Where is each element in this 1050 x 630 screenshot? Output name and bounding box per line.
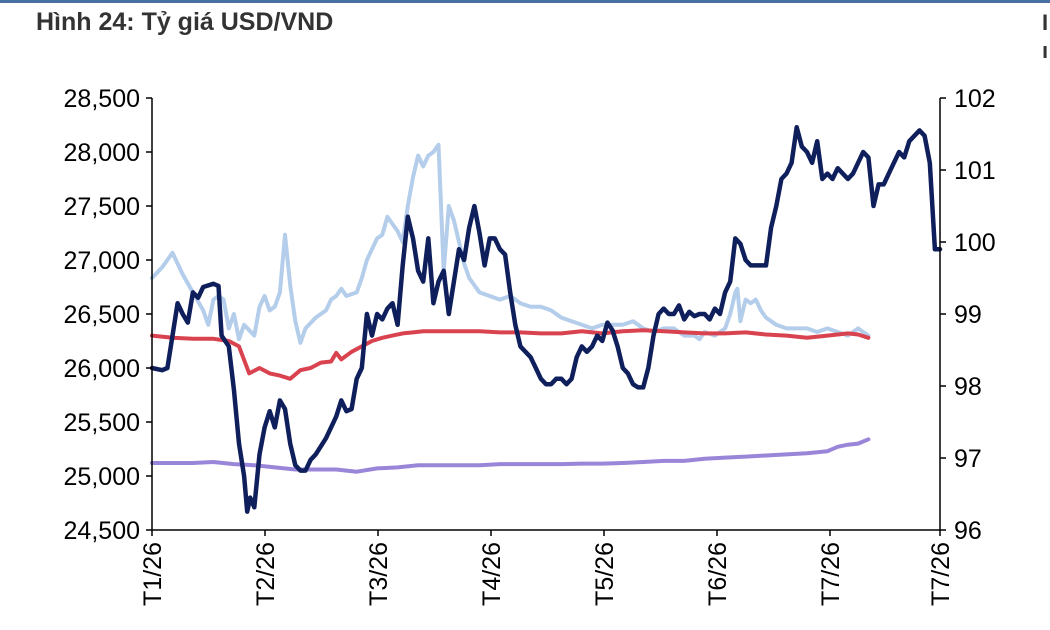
edge-text-fragment-2: ı bbox=[1042, 38, 1049, 63]
y-left-tick-label: 24,500 bbox=[64, 517, 140, 545]
y-right-tick-label: 101 bbox=[954, 157, 996, 185]
y-right-tick-label: 98 bbox=[954, 373, 982, 401]
y-right-tick-label: 96 bbox=[954, 517, 982, 545]
series-line-2 bbox=[150, 328, 871, 381]
x-tick-label: T7/26 bbox=[817, 542, 845, 606]
y-right-tick-label: 97 bbox=[954, 445, 982, 473]
x-tick-label: T2/26 bbox=[252, 542, 280, 606]
chart-title: Hình 24: Tỷ giá USD/VND bbox=[36, 8, 334, 36]
x-tick-label: T7/26 bbox=[927, 542, 955, 606]
axes-layer: 24,500 25,000 25,500 26,000 26,500 27,000 27,5… bbox=[64, 85, 996, 606]
y-left-tick-label: 26,000 bbox=[64, 355, 140, 383]
y-left-tick-label: 28,000 bbox=[64, 139, 140, 167]
series-line-1 bbox=[150, 142, 871, 345]
series-layer bbox=[149, 124, 943, 514]
x-tick-label: T1/26 bbox=[139, 542, 167, 606]
x-tick-label: T6/26 bbox=[704, 542, 732, 606]
x-tick-label: T3/26 bbox=[365, 542, 393, 606]
y-left-tick-label: 28,500 bbox=[64, 85, 140, 113]
series-line-3 bbox=[150, 437, 871, 474]
y-right-tick-label: 100 bbox=[954, 229, 996, 257]
y-right-tick-label: 99 bbox=[954, 301, 982, 329]
x-tick-label: T4/26 bbox=[478, 542, 506, 606]
top-rule bbox=[0, 0, 1050, 3]
edge-text-fragment-1: I bbox=[1042, 10, 1049, 35]
series-line-4 bbox=[149, 124, 943, 514]
y-left-tick-label: 27,000 bbox=[64, 247, 140, 275]
y-left-tick-label: 27,500 bbox=[64, 193, 140, 221]
y-right-tick-label: 102 bbox=[954, 85, 996, 113]
x-tick-label: T5/26 bbox=[591, 542, 619, 606]
y-left-tick-label: 25,000 bbox=[64, 463, 140, 491]
y-left-tick-label: 25,500 bbox=[64, 409, 140, 437]
y-left-tick-label: 26,500 bbox=[64, 301, 140, 329]
